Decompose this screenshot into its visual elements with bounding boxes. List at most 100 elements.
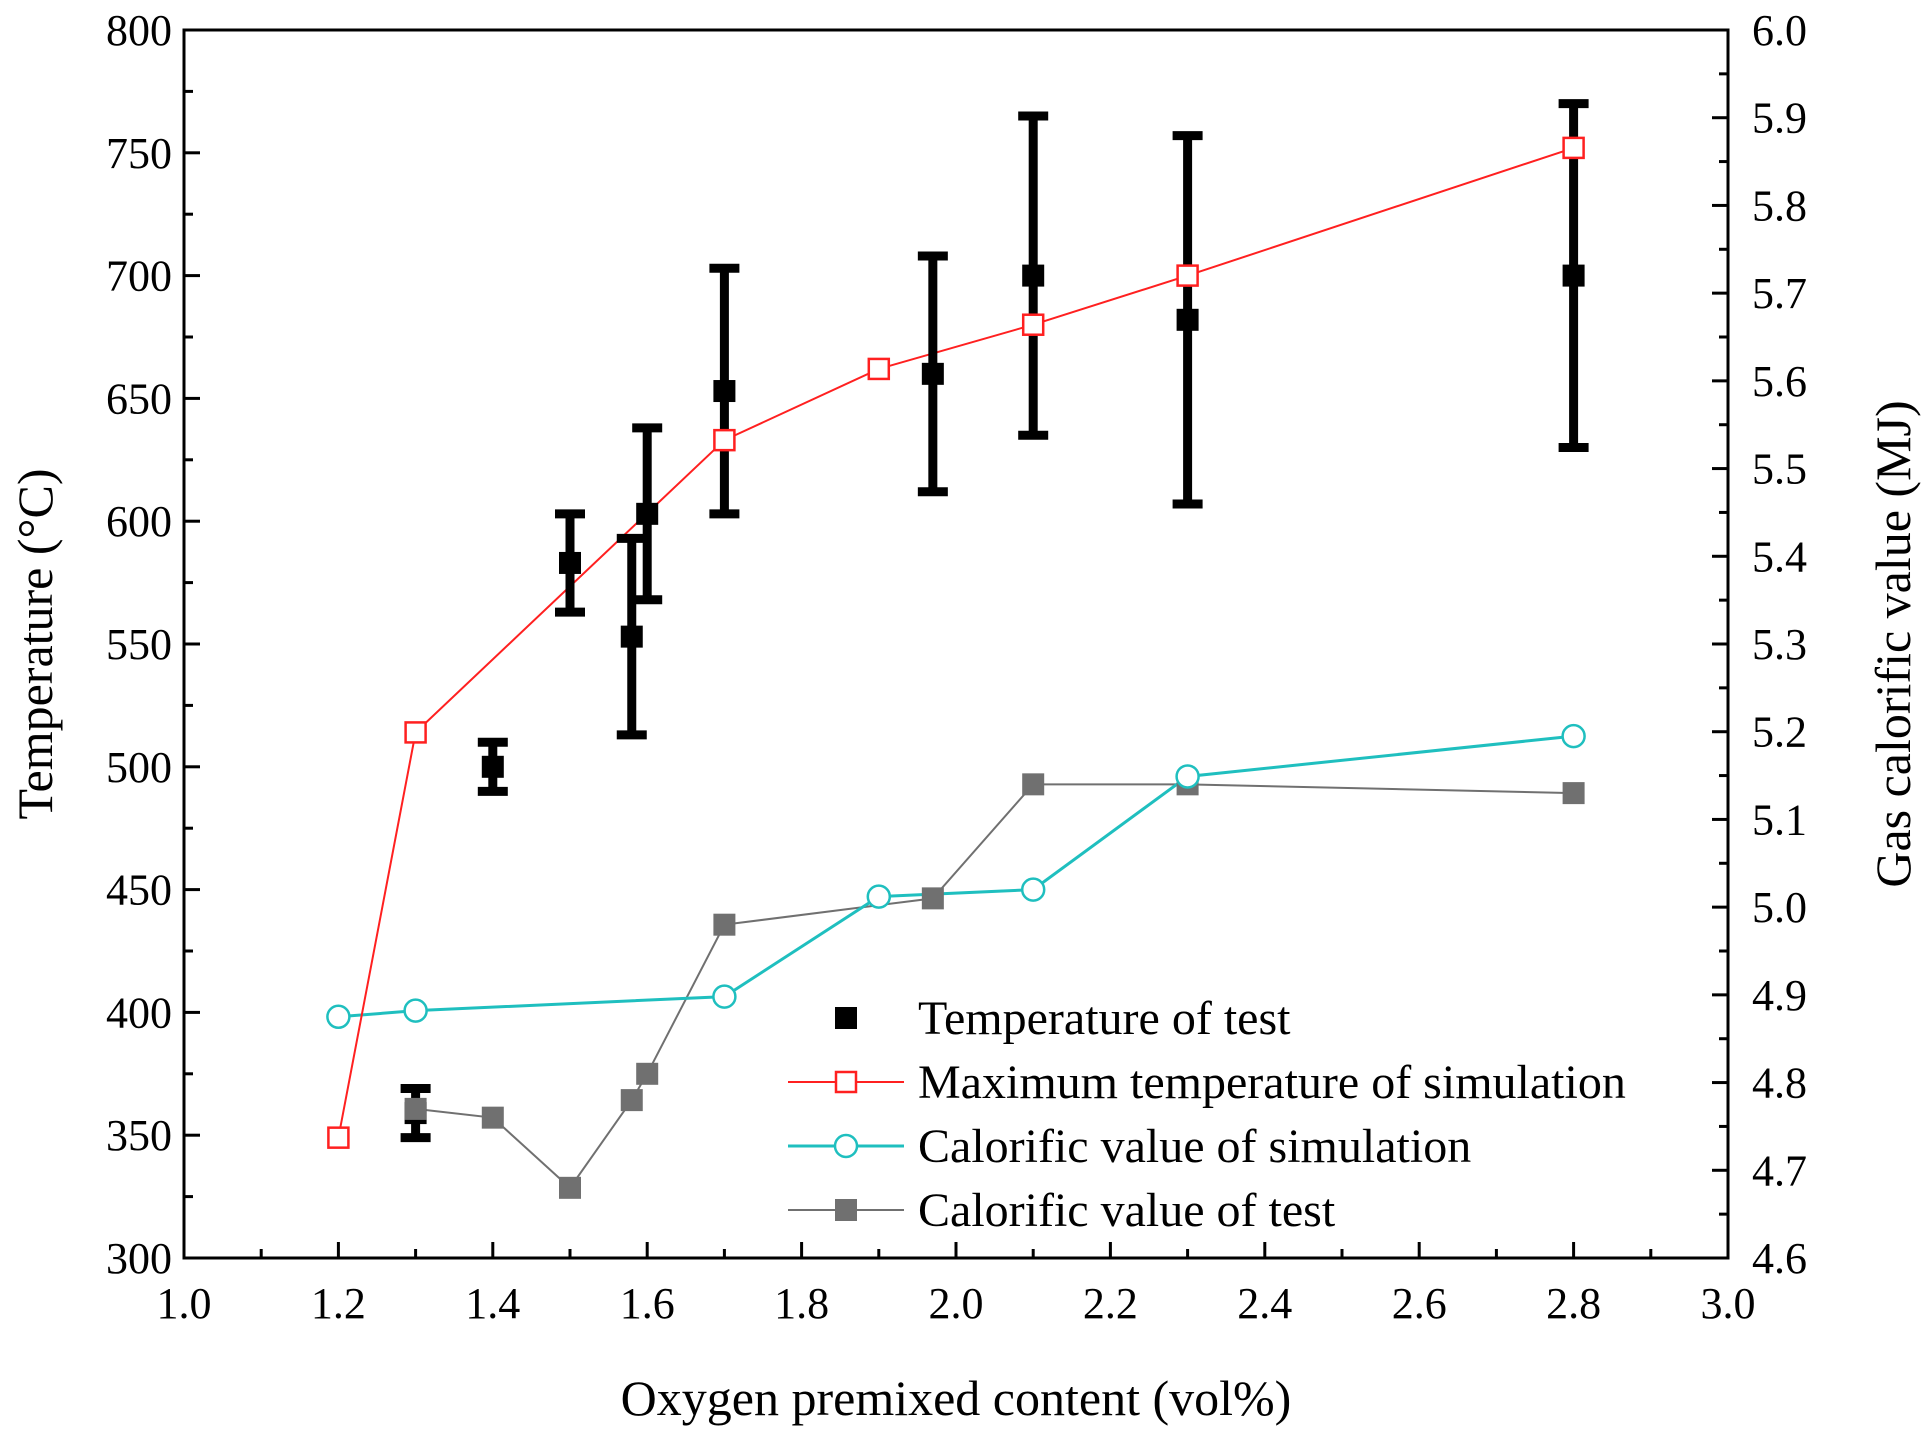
- y-right-tick-label: 5.5: [1752, 445, 1807, 494]
- calorific-test-marker: [481, 1106, 504, 1129]
- calorific-test-marker: [404, 1097, 427, 1120]
- temperature-test-marker: [921, 362, 944, 385]
- temperature-test-marker: [559, 551, 581, 574]
- y-right-tick-label: 5.6: [1752, 357, 1807, 406]
- legend-label: Calorific value of simulation: [918, 1120, 1471, 1173]
- calorific-test-marker: [921, 887, 944, 910]
- x-tick-label: 1.2: [311, 1279, 366, 1328]
- calorific-simulation-marker: [326, 1004, 351, 1030]
- calorific-simulation-marker: [1020, 877, 1046, 902]
- max-temperature-marker: [867, 357, 891, 381]
- y-right-tick-label: 5.3: [1752, 620, 1807, 669]
- y-right-tick-label: 5.2: [1752, 708, 1807, 757]
- max-temperature-marker: [404, 721, 427, 744]
- y-right-tick-label: 4.9: [1752, 971, 1807, 1020]
- y-left-tick-label: 600: [106, 497, 172, 546]
- legend-label: Calorific value of test: [918, 1184, 1336, 1237]
- temperature-test-marker: [620, 625, 643, 648]
- temperature-test-marker: [1176, 308, 1199, 331]
- temperature-test-point: [1172, 131, 1203, 509]
- legend-item: Temperature of test: [835, 992, 1291, 1045]
- legend-label: Temperature of test: [918, 992, 1291, 1045]
- x-tick-label: 2.4: [1237, 1279, 1292, 1328]
- y-left-tick-label: 550: [106, 620, 172, 669]
- calorific-test-marker: [1022, 773, 1045, 796]
- temperature-test-point: [917, 251, 948, 497]
- legend-marker: [835, 1007, 857, 1029]
- temperature-test-marker: [636, 502, 659, 525]
- temperature-test-point: [555, 509, 585, 617]
- temperature-test-point: [616, 533, 647, 740]
- calorific-simulation-marker: [1175, 764, 1200, 789]
- y-left-tick-label: 350: [106, 1111, 172, 1160]
- y-left-tick-label: 300: [106, 1234, 172, 1283]
- x-tick-label: 2.0: [929, 1279, 984, 1328]
- y-right-tick-label: 5.0: [1752, 883, 1807, 932]
- max-temperature-marker: [713, 428, 736, 452]
- x-tick-label: 2.6: [1392, 1279, 1447, 1328]
- calorific-test-marker: [1562, 782, 1585, 805]
- calorific-simulation-line: [338, 734, 1574, 1019]
- left-y-axis-title: Temperature (°C): [7, 468, 63, 819]
- legend-item: Calorific value of simulation: [788, 1120, 1471, 1173]
- tick-labels: 1.0 1.2 1.4 1.6 1.8 2.0 2.2 2.4 2.6 2.8 3.0 300 350 4…: [106, 6, 1807, 1328]
- calorific-simulation-marker: [403, 998, 428, 1023]
- y-right-tick-label: 4.7: [1752, 1146, 1807, 1195]
- y-right-tick-label: 6.0: [1752, 6, 1807, 55]
- y-right-tick-label: 5.8: [1752, 181, 1807, 230]
- x-tick-label: 2.8: [1546, 1279, 1601, 1328]
- max-temperature-marker: [327, 1126, 350, 1149]
- calorific-simulation-marker: [1561, 723, 1586, 749]
- x-tick-label: 1.6: [620, 1279, 675, 1328]
- legend-marker: [835, 1199, 857, 1221]
- x-tick-label: 3.0: [1701, 1279, 1756, 1328]
- calorific-test-marker: [620, 1089, 643, 1112]
- y-left-tick-label: 700: [106, 252, 172, 301]
- y-left-tick-label: 400: [106, 988, 172, 1037]
- y-left-tick-label: 650: [106, 374, 172, 423]
- temperature-test-point: [1558, 99, 1589, 453]
- max-temperature-marker: [1176, 264, 1199, 287]
- max-temperature-marker: [1021, 313, 1045, 336]
- right-y-axis-title: Gas calorific value (MJ): [1865, 400, 1921, 887]
- legend-item: Calorific value of test: [788, 1184, 1336, 1237]
- x-tick-label: 2.2: [1083, 1279, 1138, 1328]
- temperature-test-marker: [713, 380, 736, 403]
- temperature-test-point: [632, 423, 663, 605]
- temperature-test-point: [709, 263, 740, 519]
- legend: Temperature of test Maximum temperature o…: [788, 992, 1626, 1237]
- temperature-test-marker: [1562, 264, 1585, 287]
- series-layer: [326, 99, 1589, 1199]
- y-right-tick-label: 4.6: [1752, 1234, 1807, 1283]
- max-temperature-line: [337, 146, 1574, 1138]
- y-right-tick-label: 5.1: [1752, 795, 1807, 844]
- temperature-test-point: [1018, 111, 1049, 440]
- calorific-test-marker: [713, 913, 736, 936]
- calorific-simulation-marker: [866, 884, 892, 909]
- y-right-tick-label: 5.4: [1752, 532, 1807, 581]
- y-left-tick-label: 500: [106, 743, 172, 792]
- legend-marker: [833, 1133, 859, 1159]
- calorific-simulation-marker: [712, 984, 737, 1009]
- temperature-test-marker: [1022, 264, 1045, 287]
- legend-item: Maximum temperature of simulation: [788, 1056, 1626, 1109]
- temperature-test-point: [477, 737, 508, 796]
- y-right-tick-label: 5.9: [1752, 94, 1807, 143]
- calorific-test-marker: [559, 1176, 581, 1199]
- x-tick-label: 1.0: [157, 1279, 212, 1328]
- plot-frame: [182, 28, 1730, 1260]
- x-tick-label: 1.8: [774, 1279, 829, 1328]
- x-tick-label: 1.4: [465, 1279, 520, 1328]
- calorific-test-marker: [636, 1062, 659, 1085]
- max-temperature-marker: [1562, 136, 1585, 160]
- y-right-tick-label: 4.8: [1752, 1059, 1807, 1108]
- y-left-tick-label: 800: [106, 6, 172, 55]
- y-left-tick-label: 750: [106, 129, 172, 178]
- x-axis-title: Oxygen premixed content (vol%): [621, 1370, 1292, 1426]
- legend-marker: [834, 1070, 858, 1094]
- temperature-test-marker: [481, 755, 504, 778]
- y-right-tick-label: 5.7: [1752, 269, 1807, 318]
- legend-label: Maximum temperature of simulation: [918, 1056, 1626, 1109]
- y-left-tick-label: 450: [106, 866, 172, 915]
